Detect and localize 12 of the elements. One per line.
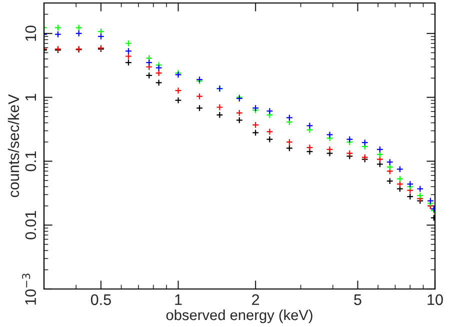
x-tick-label: 1: [175, 294, 182, 305]
x-tick-label: 10: [428, 294, 443, 306]
y-tick-label: 1: [25, 94, 36, 100]
x-tick-label: 0.5: [90, 294, 111, 306]
y-tick-label: 10$^{−3}$: [22, 274, 36, 305]
y-axis-title: counts/sec/keV: [8, 94, 20, 198]
x-tick-label: 2: [252, 294, 260, 305]
y-tick-label: 10: [25, 26, 36, 41]
x-axis-title: observed energy (keV): [166, 309, 312, 324]
y-tick-label: 0.1: [25, 151, 36, 172]
y-tick-label: 0.01: [25, 210, 36, 240]
x-tick-label: 5: [354, 294, 362, 306]
